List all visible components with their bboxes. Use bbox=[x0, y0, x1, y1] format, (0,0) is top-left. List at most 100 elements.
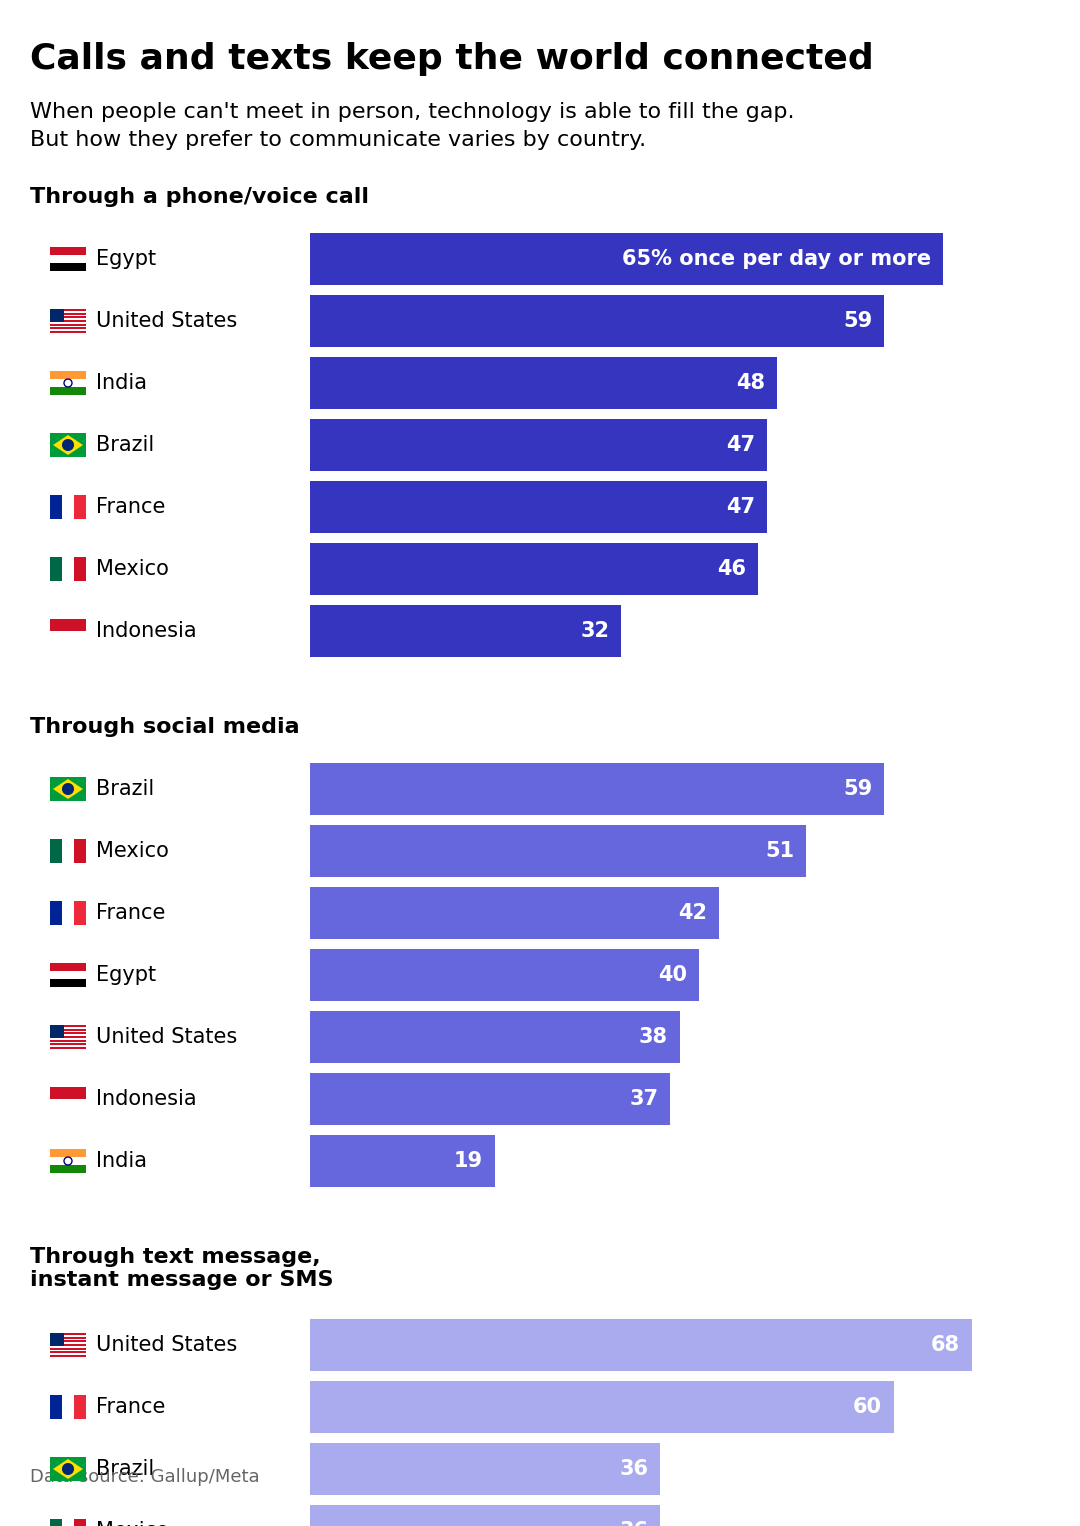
Bar bbox=[50, 316, 86, 319]
Text: France: France bbox=[96, 1396, 165, 1418]
Text: Mexico: Mexico bbox=[96, 1521, 168, 1526]
Bar bbox=[62, 1518, 75, 1526]
Text: 42: 42 bbox=[678, 903, 706, 923]
Bar bbox=[310, 233, 943, 285]
Bar bbox=[50, 1349, 86, 1352]
Bar bbox=[50, 262, 86, 272]
Bar bbox=[310, 763, 885, 815]
Text: 32: 32 bbox=[580, 621, 609, 641]
Text: India: India bbox=[96, 372, 147, 394]
Text: 68: 68 bbox=[931, 1335, 960, 1355]
Bar bbox=[310, 481, 768, 533]
Bar bbox=[50, 777, 86, 801]
Bar bbox=[50, 1042, 86, 1044]
Bar bbox=[75, 839, 86, 864]
Text: 59: 59 bbox=[843, 778, 873, 800]
Text: 51: 51 bbox=[766, 841, 795, 861]
Bar bbox=[50, 1157, 86, 1164]
Bar bbox=[50, 557, 62, 581]
Text: Indonesia: Indonesia bbox=[96, 1090, 197, 1109]
Bar bbox=[50, 1346, 86, 1347]
Polygon shape bbox=[53, 1459, 83, 1479]
Text: When people can't meet in person, technology is able to fill the gap.
But how th: When people can't meet in person, techno… bbox=[30, 102, 795, 150]
Text: 38: 38 bbox=[639, 1027, 667, 1047]
Bar bbox=[50, 1025, 65, 1038]
Bar bbox=[75, 900, 86, 925]
Bar bbox=[310, 887, 719, 938]
Text: Through a phone/voice call: Through a phone/voice call bbox=[30, 188, 369, 208]
Bar bbox=[310, 420, 768, 472]
Bar bbox=[50, 1044, 86, 1045]
Circle shape bbox=[63, 1463, 73, 1474]
Text: 59: 59 bbox=[843, 311, 873, 331]
Bar bbox=[310, 604, 621, 658]
Bar bbox=[310, 1073, 670, 1125]
Bar bbox=[310, 357, 778, 409]
Text: Egypt: Egypt bbox=[96, 964, 157, 984]
Text: 36: 36 bbox=[620, 1521, 648, 1526]
Text: Calls and texts keep the world connected: Calls and texts keep the world connected bbox=[30, 43, 874, 76]
Bar bbox=[62, 839, 75, 864]
Bar bbox=[50, 1038, 86, 1039]
Text: France: France bbox=[96, 903, 165, 923]
Text: Through social media: Through social media bbox=[30, 717, 299, 737]
Bar bbox=[50, 313, 86, 314]
Polygon shape bbox=[53, 778, 83, 800]
Bar bbox=[50, 980, 86, 987]
Text: United States: United States bbox=[96, 311, 238, 331]
Bar bbox=[50, 1039, 86, 1042]
Bar bbox=[50, 1518, 62, 1526]
Bar bbox=[50, 1025, 86, 1027]
Bar bbox=[50, 1099, 86, 1111]
Bar bbox=[50, 630, 86, 642]
Polygon shape bbox=[53, 435, 83, 455]
Bar bbox=[50, 308, 65, 322]
Text: 47: 47 bbox=[727, 435, 756, 455]
Bar bbox=[75, 557, 86, 581]
Bar bbox=[50, 314, 86, 316]
Bar bbox=[310, 1444, 660, 1495]
Text: 60: 60 bbox=[853, 1396, 882, 1418]
Bar bbox=[50, 1337, 86, 1338]
Bar bbox=[62, 494, 75, 519]
Bar bbox=[50, 1035, 86, 1036]
Text: Brazil: Brazil bbox=[96, 1459, 154, 1479]
Bar bbox=[50, 1347, 86, 1349]
Bar bbox=[75, 1518, 86, 1526]
Text: France: France bbox=[96, 497, 165, 517]
Bar bbox=[62, 900, 75, 925]
Bar bbox=[50, 328, 86, 330]
Bar bbox=[50, 325, 86, 328]
Text: 65% once per day or more: 65% once per day or more bbox=[622, 249, 931, 269]
Bar bbox=[50, 1036, 86, 1038]
Bar bbox=[50, 620, 86, 630]
Bar bbox=[50, 1352, 86, 1354]
Bar bbox=[310, 1135, 495, 1187]
Bar bbox=[50, 1344, 86, 1346]
Text: Through text message,
instant message or SMS: Through text message, instant message or… bbox=[30, 1247, 334, 1289]
Bar bbox=[310, 543, 758, 595]
Bar bbox=[50, 1343, 86, 1344]
Circle shape bbox=[63, 439, 73, 450]
Bar bbox=[50, 1338, 86, 1340]
Bar bbox=[50, 330, 86, 331]
Bar bbox=[50, 1355, 86, 1357]
Bar bbox=[310, 826, 807, 877]
Bar bbox=[50, 320, 86, 322]
Bar bbox=[50, 1149, 86, 1157]
Bar bbox=[50, 1354, 86, 1355]
Text: Egypt: Egypt bbox=[96, 249, 157, 269]
Bar bbox=[50, 255, 86, 262]
Text: United States: United States bbox=[96, 1027, 238, 1047]
Bar bbox=[50, 371, 86, 378]
Bar bbox=[50, 311, 86, 313]
Text: 19: 19 bbox=[454, 1151, 483, 1170]
Bar bbox=[75, 1395, 86, 1419]
Bar bbox=[50, 1334, 86, 1335]
Bar bbox=[310, 1012, 680, 1064]
Text: United States: United States bbox=[96, 1335, 238, 1355]
Text: 48: 48 bbox=[737, 372, 766, 394]
Text: Indonesia: Indonesia bbox=[96, 621, 197, 641]
Bar bbox=[50, 331, 86, 333]
Text: 36: 36 bbox=[620, 1459, 648, 1479]
